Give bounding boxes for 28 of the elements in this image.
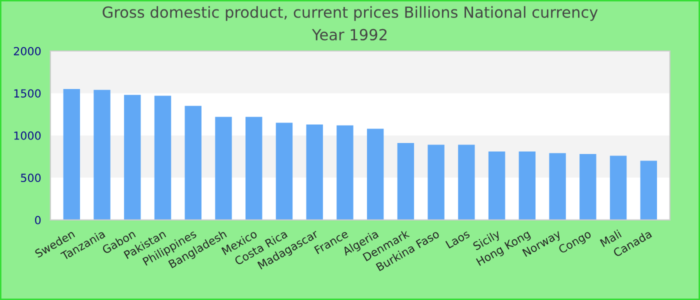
x-tick-label: Laos	[445, 229, 470, 249]
bar	[366, 128, 384, 220]
y-tick-label: 500	[21, 174, 41, 182]
bar	[124, 94, 141, 220]
y-tick-label: 1000	[14, 131, 41, 140]
chart-subtitle: Year 1992	[312, 28, 387, 40]
y-tick-label: 1500	[14, 89, 41, 98]
bar	[154, 96, 172, 220]
bar	[458, 144, 475, 220]
bar	[63, 89, 80, 220]
bar	[549, 153, 566, 220]
bar	[306, 124, 323, 220]
bar	[336, 125, 354, 220]
bar	[246, 116, 262, 220]
bar	[184, 106, 202, 220]
y-tick-label: 2000	[14, 46, 41, 56]
chart-title: Gross domestic product, current prices Billions National currency	[102, 6, 598, 21]
bar	[397, 143, 414, 220]
y-tick-label: 0	[35, 216, 41, 224]
bar	[580, 154, 596, 220]
bar	[276, 122, 293, 220]
bar	[488, 151, 506, 220]
bar	[610, 156, 627, 220]
bar	[428, 144, 444, 220]
bar	[94, 90, 110, 220]
bar	[640, 160, 657, 220]
bar	[215, 116, 232, 220]
bar	[518, 151, 536, 220]
